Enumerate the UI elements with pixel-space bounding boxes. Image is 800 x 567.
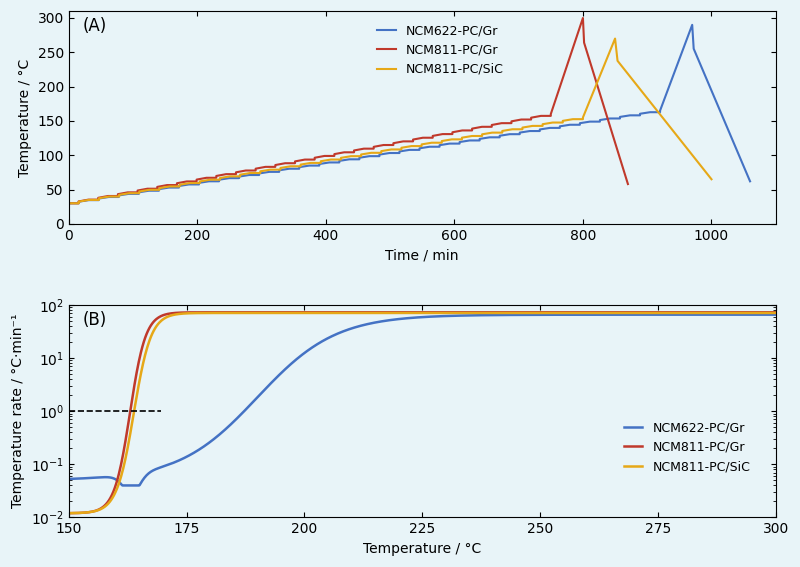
NCM811-PC/SiC bbox=[550, 310, 560, 316]
NCM622-PC/Gr bbox=[616, 311, 626, 318]
NCM622-PC/Gr bbox=[771, 311, 781, 318]
NCM622-PC/Gr bbox=[629, 311, 638, 318]
NCM811-PC/SiC bbox=[629, 310, 638, 316]
NCM622-PC/Gr bbox=[550, 311, 560, 318]
Y-axis label: Temperature / °C: Temperature / °C bbox=[18, 58, 32, 176]
Line: NCM811-PC/SiC: NCM811-PC/SiC bbox=[69, 313, 776, 513]
NCM811-PC/Gr bbox=[142, 185, 152, 192]
NCM811-PC/SiC bbox=[136, 370, 146, 377]
NCM811-PC/SiC bbox=[64, 200, 74, 207]
Text: (B): (B) bbox=[83, 311, 107, 329]
NCM811-PC/SiC bbox=[771, 310, 781, 316]
NCM811-PC/Gr bbox=[378, 142, 388, 149]
NCM811-PC/SiC bbox=[336, 154, 346, 161]
NCM811-PC/SiC bbox=[375, 310, 385, 316]
NCM622-PC/Gr bbox=[687, 22, 697, 28]
NCM811-PC/Gr bbox=[375, 309, 385, 316]
NCM811-PC/Gr bbox=[629, 309, 638, 316]
NCM811-PC/SiC bbox=[296, 161, 306, 168]
NCM622-PC/Gr bbox=[64, 200, 74, 207]
NCM622-PC/Gr bbox=[376, 318, 386, 325]
X-axis label: Time / min: Time / min bbox=[386, 248, 459, 263]
NCM622-PC/Gr bbox=[746, 178, 755, 185]
NCM811-PC/Gr bbox=[477, 124, 486, 130]
Text: (A): (A) bbox=[83, 18, 107, 36]
NCM811-PC/Gr bbox=[350, 309, 359, 316]
NCM811-PC/SiC bbox=[175, 181, 185, 188]
X-axis label: Temperature / °C: Temperature / °C bbox=[363, 542, 482, 556]
NCM811-PC/SiC bbox=[587, 92, 597, 99]
NCM811-PC/Gr bbox=[310, 156, 319, 163]
NCM622-PC/Gr bbox=[174, 184, 184, 191]
NCM622-PC/Gr bbox=[676, 51, 686, 58]
NCM622-PC/Gr bbox=[350, 324, 360, 331]
Line: NCM622-PC/Gr: NCM622-PC/Gr bbox=[69, 25, 750, 204]
Line: NCM811-PC/Gr: NCM811-PC/Gr bbox=[69, 18, 628, 204]
NCM811-PC/Gr bbox=[64, 200, 74, 207]
NCM811-PC/SiC bbox=[706, 176, 716, 183]
NCM811-PC/Gr bbox=[136, 349, 146, 356]
NCM811-PC/Gr bbox=[771, 309, 781, 316]
NCM811-PC/SiC bbox=[610, 35, 620, 42]
Y-axis label: Temperature rate / °C·min⁻¹: Temperature rate / °C·min⁻¹ bbox=[11, 314, 25, 509]
Legend: NCM622-PC/Gr, NCM811-PC/Gr, NCM811-PC/SiC: NCM622-PC/Gr, NCM811-PC/Gr, NCM811-PC/Si… bbox=[372, 19, 509, 81]
NCM811-PC/SiC bbox=[306, 159, 315, 166]
NCM811-PC/Gr bbox=[623, 181, 633, 188]
NCM811-PC/Gr bbox=[550, 309, 560, 316]
NCM622-PC/Gr bbox=[118, 482, 127, 489]
NCM811-PC/SiC bbox=[64, 510, 74, 517]
NCM622-PC/Gr bbox=[137, 479, 146, 485]
NCM811-PC/SiC bbox=[616, 310, 626, 316]
NCM811-PC/Gr bbox=[578, 15, 588, 22]
Legend: NCM622-PC/Gr, NCM811-PC/Gr, NCM811-PC/SiC: NCM622-PC/Gr, NCM811-PC/Gr, NCM811-PC/Si… bbox=[618, 417, 755, 478]
NCM622-PC/Gr bbox=[64, 476, 74, 483]
NCM622-PC/Gr bbox=[445, 140, 454, 147]
Line: NCM811-PC/Gr: NCM811-PC/Gr bbox=[69, 312, 776, 513]
NCM811-PC/Gr bbox=[448, 130, 458, 137]
NCM811-PC/Gr bbox=[414, 309, 424, 316]
NCM811-PC/SiC bbox=[444, 310, 454, 316]
NCM622-PC/Gr bbox=[635, 112, 645, 119]
NCM622-PC/Gr bbox=[729, 139, 738, 146]
Line: NCM622-PC/Gr: NCM622-PC/Gr bbox=[69, 315, 776, 485]
NCM811-PC/Gr bbox=[94, 194, 103, 201]
NCM622-PC/Gr bbox=[244, 172, 254, 179]
NCM811-PC/SiC bbox=[350, 310, 359, 316]
NCM811-PC/Gr bbox=[64, 510, 74, 517]
NCM811-PC/SiC bbox=[558, 119, 567, 126]
Line: NCM811-PC/SiC: NCM811-PC/SiC bbox=[69, 39, 711, 204]
NCM811-PC/Gr bbox=[616, 309, 626, 316]
